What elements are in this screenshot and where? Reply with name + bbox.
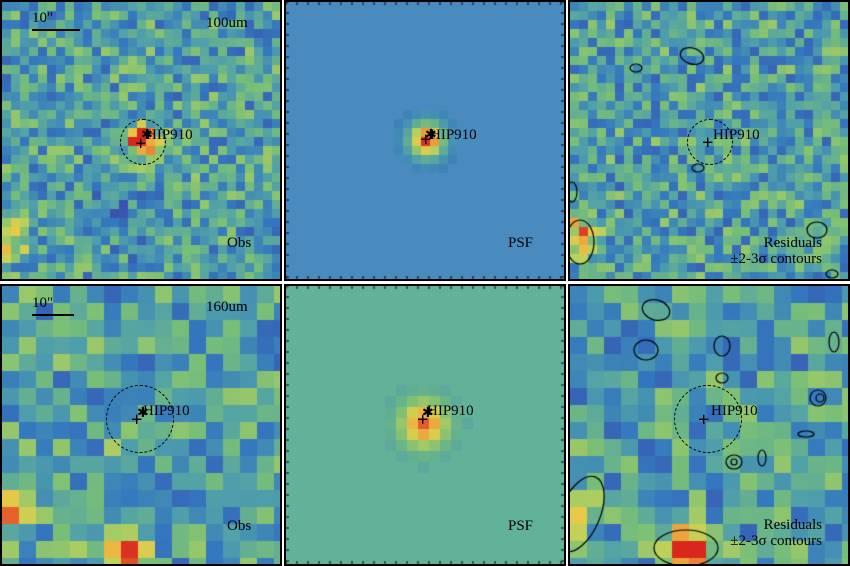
psf-panel-100um: 30 20 10 + ✱ HIP910 PSF (284, 0, 566, 281)
y-tick-label: 5 (284, 494, 288, 498)
panel-label-obs: Obs (227, 235, 252, 251)
target-label: HIP910 (430, 127, 477, 143)
y-tick-label: 15 (284, 361, 288, 368)
aperture-circle (687, 119, 733, 165)
star-position-cross: + (131, 409, 143, 431)
star-position-cross: + (698, 409, 710, 431)
residuals-label: Residuals (763, 235, 822, 251)
aperture-circle (120, 119, 166, 165)
contours-label: ±2-3σ contours (730, 251, 822, 267)
aperture-circle (674, 385, 742, 453)
star-position-cross: + (417, 409, 429, 431)
scale-label: 10" (32, 10, 54, 26)
centroid-asterisk: ✱ (422, 406, 434, 421)
target-label: HIP910 (713, 127, 760, 143)
target-label: HIP910 (146, 127, 193, 143)
target-label: HIP910 (711, 403, 758, 419)
y-tick-label: 20 (284, 294, 288, 301)
star-position-cross: + (420, 129, 432, 151)
obs-panel-100um: 10" 100um + ✱ HIP910 Obs (0, 0, 282, 281)
star-position-cross: + (702, 132, 714, 154)
star-position-cross: + (135, 133, 147, 155)
residuals-label: Residuals (763, 517, 822, 533)
psf-image-160um (286, 286, 564, 564)
obs-panel-160um: 10" 160um + ✱ HIP910 Obs (0, 284, 282, 566)
centroid-asterisk: ✱ (141, 128, 153, 143)
panel-label-obs: Obs (227, 518, 252, 534)
y-tick-label: 20 (284, 126, 288, 133)
centroid-asterisk: ✱ (425, 128, 437, 143)
aperture-circle (106, 385, 174, 453)
centroid-asterisk: ✱ (137, 406, 149, 421)
band-label: 160um (206, 299, 248, 315)
target-label: HIP910 (427, 403, 474, 419)
panel-label-psf: PSF (508, 235, 534, 251)
psf-image-100um (286, 2, 564, 279)
scale-bar (32, 314, 74, 316)
band-label: 100um (206, 15, 248, 31)
residual-panel-100um: + HIP910 Residuals ±2-3σ contours (568, 0, 850, 281)
scale-label: 10" (32, 295, 54, 311)
y-tick-label: 30 (284, 50, 288, 57)
residual-panel-160um: + HIP910 Residuals ±2-3σ contours (568, 284, 850, 566)
panel-label-psf: PSF (508, 518, 534, 534)
y-tick-label: 10 (284, 202, 288, 209)
contours-label: ±2-3σ contours (730, 533, 822, 549)
scale-bar (32, 29, 80, 31)
target-label: HIP910 (143, 403, 190, 419)
y-tick-label: 10 (284, 428, 288, 435)
psf-panel-160um: 20 15 10 5 + ✱ HIP910 PSF (284, 284, 566, 566)
